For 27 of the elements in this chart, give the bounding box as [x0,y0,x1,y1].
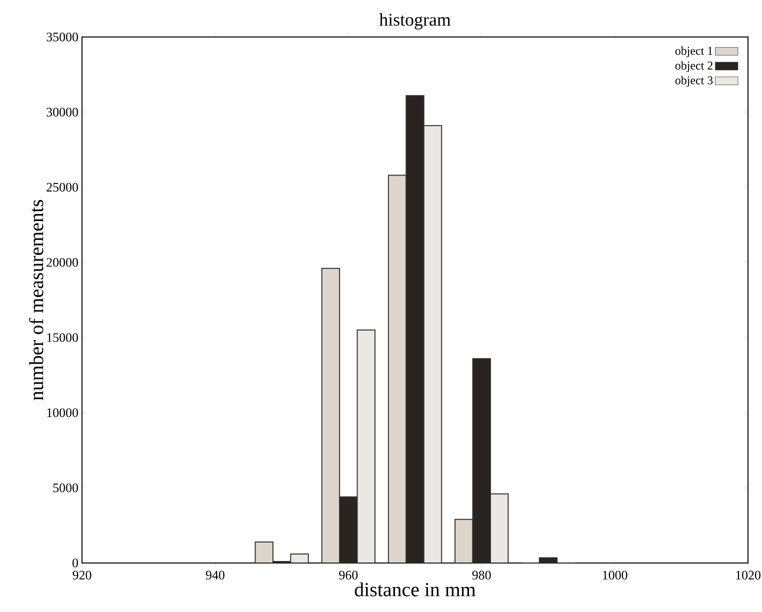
bar [321,268,340,563]
x-axis-title: distance in mm [354,582,476,596]
y-tick-label: 35000 [46,32,78,42]
y-tick-label: 5000 [53,483,78,492]
y-tick-label: 10000 [47,408,78,418]
chart-title: histogram [379,13,451,30]
x-tick-label: 960 [339,570,358,580]
bar [454,518,474,563]
bar [490,493,509,563]
y-tick-label: 20000 [46,258,78,267]
x-tick-label: 1020 [736,570,760,580]
legend-label: object 2 [675,61,712,72]
x-tick-label: 940 [206,570,224,580]
x-tick-label: 980 [472,570,491,580]
bar [388,174,407,563]
bar [254,541,274,563]
y-tick-label: 30000 [46,108,78,116]
legend-label: object 3 [675,76,713,87]
bar [356,330,376,563]
legend-label: object 1 [675,46,712,58]
bar [423,125,442,563]
x-tick-label: 1000 [603,570,628,580]
y-tick-label: 15000 [47,333,78,342]
y-tick-label: 25000 [46,182,78,192]
y-tick-label: 0 [72,558,78,568]
x-tick-label: 920 [72,570,92,580]
y-axis-title: number of measurements [29,200,44,400]
